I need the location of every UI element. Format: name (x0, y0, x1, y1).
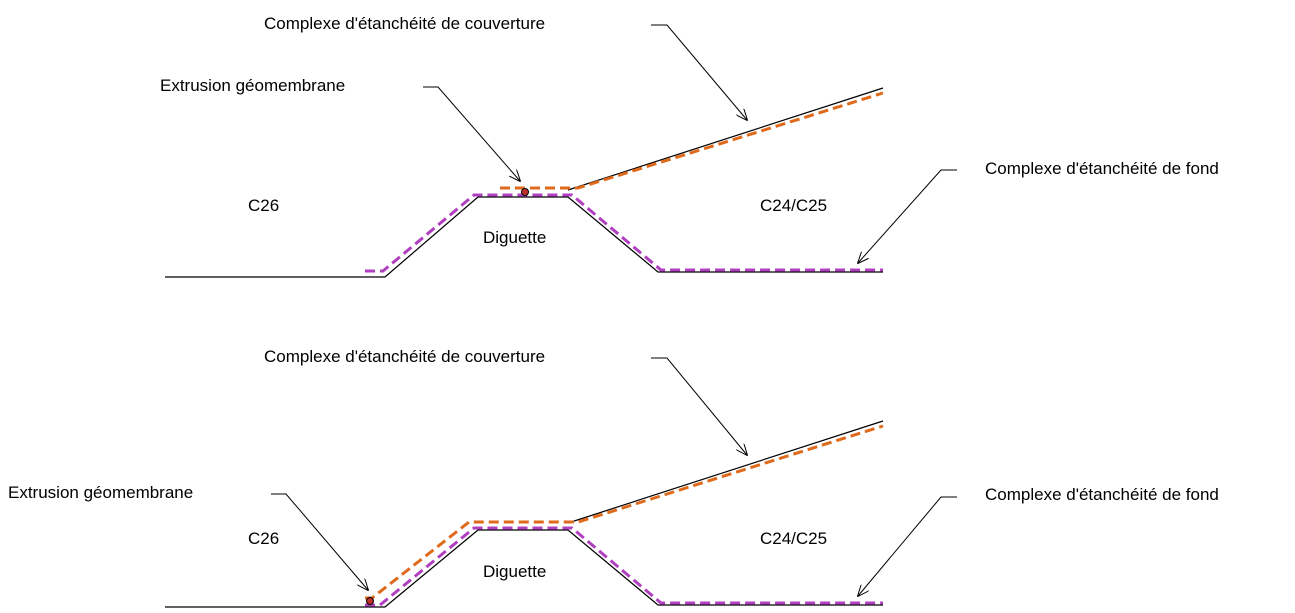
cover-label: Complexe d'étanchéité de couverture (264, 347, 545, 366)
berm-label: Diguette (483, 562, 546, 581)
cover-surface (567, 87, 884, 191)
ground-profile (165, 529, 883, 608)
bottom-leader (858, 496, 957, 596)
weld-point (521, 188, 529, 196)
section-top: Complexe d'étanchéité de couverture Extr… (160, 14, 1219, 278)
right-cell-label: C24/C25 (760, 529, 827, 548)
left-cell-label: C26 (248, 196, 279, 215)
bottom-leader (858, 169, 957, 263)
section-bottom: Complexe d'étanchéité de couverture Extr… (8, 347, 1219, 608)
extrusion-label: Extrusion géomembrane (8, 483, 193, 502)
cover-liner-line (500, 91, 884, 190)
extrusion-leader (423, 86, 520, 181)
bottom-liner-label: Complexe d'étanchéité de fond (985, 159, 1219, 178)
berm-label: Diguette (483, 228, 546, 247)
extrusion-label: Extrusion géomembrane (160, 76, 345, 95)
extrusion-leader (271, 493, 368, 590)
cover-leader (651, 24, 747, 120)
weld-point (366, 597, 374, 605)
cover-surface (567, 420, 884, 524)
bottom-liner-label: Complexe d'étanchéité de fond (985, 485, 1219, 504)
bottom-liner-line (365, 526, 883, 607)
cover-leader (651, 357, 747, 455)
left-cell-label: C26 (248, 529, 279, 548)
ground-profile (165, 196, 883, 278)
right-cell-label: C24/C25 (760, 196, 827, 215)
cover-label: Complexe d'étanchéité de couverture (264, 14, 545, 33)
